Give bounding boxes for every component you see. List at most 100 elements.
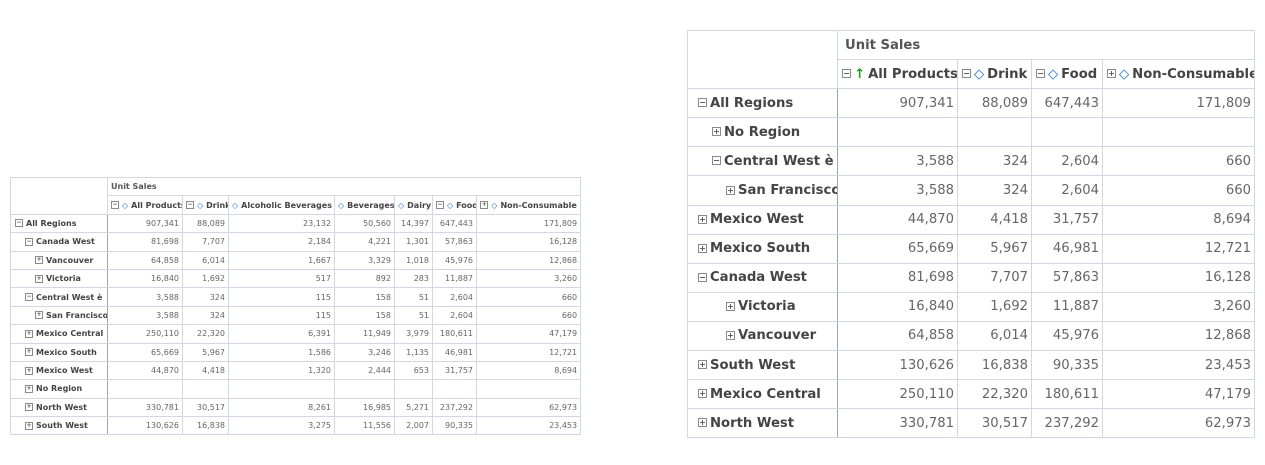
sort-diamond-icon[interactable]: ◇ (447, 200, 454, 210)
minus-box-icon[interactable]: − (25, 293, 33, 302)
large-col-non-consumable[interactable]: + ◇ Non-Consumable (1101, 59, 1256, 90)
small-row-label: Vancouver (46, 255, 94, 265)
small-row-north-west: + North West 330,781 30,517 8,261 16,985 5,271… (10, 397, 582, 418)
minus-box-icon[interactable]: − (436, 201, 444, 210)
sort-diamond-icon[interactable]: ◇ (974, 66, 985, 82)
minus-box-icon[interactable]: − (15, 219, 23, 228)
sort-diamond-icon[interactable]: ◇ (398, 200, 405, 210)
large-cell: 180,611 (1031, 379, 1103, 410)
plus-box-icon[interactable]: + (25, 366, 33, 375)
small-row-header-all-regions[interactable]: − All Regions (10, 213, 108, 234)
large-row-header-mexico-south[interactable]: + Mexico South (687, 233, 838, 264)
sort-diamond-icon[interactable]: ◇ (491, 200, 498, 210)
small-col-drink[interactable]: − ◇ Drink (182, 195, 229, 215)
small-col-all-products[interactable]: − ◇ All Products (107, 195, 183, 215)
plus-box-icon[interactable]: + (726, 301, 735, 311)
plus-box-icon[interactable]: + (698, 418, 707, 428)
small-row-header-mexico-west[interactable]: + Mexico West (10, 360, 108, 381)
plus-box-icon[interactable]: + (35, 256, 43, 265)
large-row-header-mexico-west[interactable]: + Mexico West (687, 204, 838, 235)
plus-box-icon[interactable]: + (35, 311, 43, 320)
plus-box-icon[interactable]: + (698, 243, 707, 253)
large-row-label: Mexico West (710, 212, 804, 228)
plus-box-icon[interactable]: + (698, 214, 707, 224)
plus-box-icon[interactable]: + (25, 384, 33, 393)
small-row-header-south-west[interactable]: + South West (10, 416, 108, 436)
large-row-header-victoria[interactable]: + Victoria (687, 291, 838, 322)
small-cell (182, 379, 229, 399)
sort-diamond-icon[interactable]: ◇ (1048, 66, 1059, 82)
large-row-header-central-west[interactable]: − Central West è (687, 146, 838, 177)
sort-diamond-icon[interactable]: ◇ (338, 200, 345, 210)
large-cell: 45,976 (1031, 320, 1103, 352)
small-row-header-mexico-south[interactable]: + Mexico South (10, 342, 108, 362)
plus-box-icon[interactable]: + (1107, 69, 1116, 79)
small-col-alcoholic-beverages[interactable]: ◇ Alcoholic Beverages (228, 195, 335, 215)
small-col-beverages[interactable]: ◇ Beverages (334, 195, 395, 215)
small-row-label: Mexico Central (36, 329, 104, 339)
large-row-header-all-regions[interactable]: − All Regions (687, 88, 838, 119)
small-col-non-consumable[interactable]: + ◇ Non-Consumable (475, 195, 582, 215)
minus-box-icon[interactable]: − (25, 237, 33, 246)
small-cell: 2,444 (334, 360, 395, 381)
minus-box-icon[interactable]: − (842, 69, 851, 79)
small-row-label: South West (36, 421, 88, 431)
large-row-header-north-west[interactable]: + North West (687, 408, 838, 439)
small-cell: 3,246 (334, 342, 395, 362)
large-cell: 250,110 (837, 379, 958, 410)
plus-box-icon[interactable]: + (698, 360, 707, 370)
small-row-header-north-west[interactable]: + North West (10, 397, 108, 418)
plus-box-icon[interactable]: + (25, 421, 33, 430)
minus-box-icon[interactable]: − (1036, 69, 1045, 79)
small-row-header-mexico-central[interactable]: + Mexico Central (10, 324, 108, 344)
plus-box-icon[interactable]: + (35, 274, 43, 283)
minus-box-icon[interactable]: − (698, 98, 707, 108)
small-cell: 237,292 (432, 397, 477, 418)
small-row-header-san-francisco[interactable]: + San Francisco (10, 305, 108, 326)
sort-up-arrow-icon[interactable]: ↑ (854, 66, 866, 82)
small-col-food[interactable]: − ◇ Food (432, 195, 477, 215)
plus-box-icon[interactable]: + (25, 403, 33, 412)
large-col-food[interactable]: − ◇ Food (1031, 59, 1103, 90)
sort-diamond-icon[interactable]: ◇ (197, 200, 204, 210)
large-cell: 81,698 (837, 262, 958, 293)
minus-box-icon[interactable]: − (698, 272, 707, 282)
small-row-header-canada-west[interactable]: − Canada West (10, 232, 108, 252)
large-row-mexico-central: + Mexico Central 250,110 22,320 180,611 47,17… (687, 379, 1256, 410)
small-cell: 330,781 (107, 397, 183, 418)
minus-box-icon[interactable]: − (962, 69, 971, 79)
small-col-dairy[interactable]: ◇ Dairy (394, 195, 433, 215)
large-cell (1101, 117, 1256, 148)
small-row-header-no-region[interactable]: + No Region (10, 379, 108, 399)
small-row-header-central-west[interactable]: − Central West è (10, 287, 108, 307)
sort-diamond-icon[interactable]: ◇ (1119, 66, 1130, 82)
minus-box-icon[interactable]: − (712, 156, 721, 166)
small-table-body: − All Regions 907,341 88,089 23,132 50,560 14,… (10, 213, 582, 436)
small-row-header-vancouver[interactable]: + Vancouver (10, 250, 108, 270)
plus-box-icon[interactable]: + (726, 330, 735, 340)
small-cell: 2,604 (432, 305, 477, 326)
minus-box-icon[interactable]: − (111, 201, 119, 210)
large-row-label: Mexico South (710, 241, 811, 257)
large-row-header-mexico-central[interactable]: + Mexico Central (687, 379, 838, 410)
large-row-header-south-west[interactable]: + South West (687, 350, 838, 381)
large-cell: 1,692 (957, 291, 1032, 322)
large-row-header-san-francisco[interactable]: + San Francisco (687, 175, 838, 206)
large-col-all-products[interactable]: − ↑ All Products (837, 59, 958, 90)
large-col-drink[interactable]: − ◇ Drink (957, 59, 1032, 90)
large-row-header-vancouver[interactable]: + Vancouver (687, 320, 838, 352)
small-cell: 1,135 (394, 342, 433, 362)
sort-diamond-icon[interactable]: ◇ (232, 200, 239, 210)
plus-box-icon[interactable]: + (25, 329, 33, 338)
plus-box-icon[interactable]: + (712, 127, 721, 137)
small-row-header-victoria[interactable]: + Victoria (10, 268, 108, 289)
plus-box-icon[interactable]: + (25, 348, 33, 357)
sort-diamond-icon[interactable]: ◇ (122, 200, 129, 210)
minus-box-icon[interactable]: − (186, 201, 194, 210)
large-row-header-canada-west[interactable]: − Canada West (687, 262, 838, 293)
large-row-header-no-region[interactable]: + No Region (687, 117, 838, 148)
small-cell: 46,981 (432, 342, 477, 362)
plus-box-icon[interactable]: + (480, 201, 489, 210)
plus-box-icon[interactable]: + (698, 389, 707, 399)
plus-box-icon[interactable]: + (726, 185, 735, 195)
